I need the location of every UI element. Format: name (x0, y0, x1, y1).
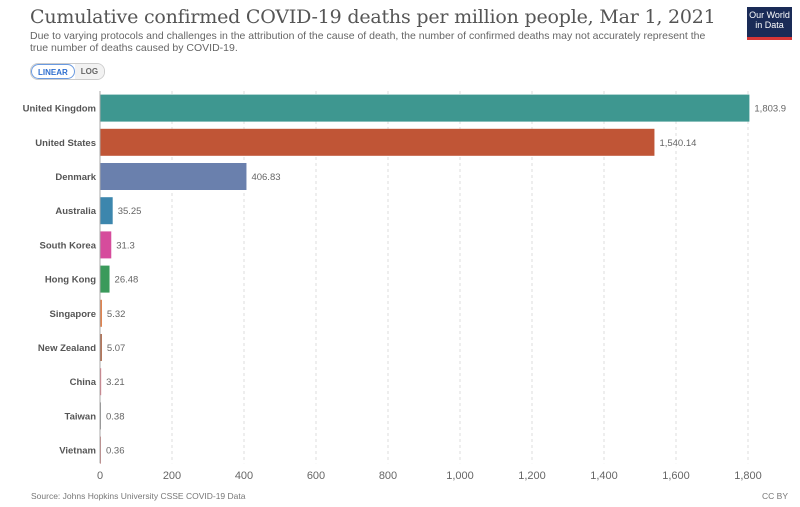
logo-line2: in Data (755, 20, 784, 30)
bar (100, 265, 110, 293)
x-tick-label: 800 (379, 470, 397, 482)
x-tick-label: 0 (97, 470, 103, 482)
x-tick-label: 400 (235, 470, 253, 482)
scale-toggle: LINEAR LOG (30, 63, 106, 80)
category-label: Hong Kong (45, 275, 96, 286)
category-label: China (70, 377, 97, 388)
chart-title: Cumulative confirmed COVID-19 deaths per… (30, 6, 716, 28)
value-label: 5.32 (107, 309, 126, 320)
bar (100, 94, 750, 122)
value-label: 0.38 (106, 411, 125, 422)
x-tick-label: 1,800 (734, 470, 762, 482)
category-label: Vietnam (59, 446, 96, 457)
value-label: 35.25 (118, 206, 142, 217)
bar (100, 163, 247, 190)
log-scale-button[interactable]: LOG (74, 64, 105, 79)
source-note[interactable]: Source: Johns Hopkins University CSSE CO… (31, 491, 246, 501)
value-label: 31.3 (116, 240, 135, 251)
category-label: United States (35, 138, 96, 149)
category-label: Australia (55, 206, 96, 217)
bar (100, 128, 655, 156)
owid-logo[interactable]: Our World in Data (747, 7, 792, 40)
value-label: 3.21 (106, 377, 125, 388)
category-label: Taiwan (65, 411, 97, 422)
value-label: 26.48 (115, 275, 139, 286)
x-tick-label: 1,000 (446, 470, 474, 482)
logo-line1: Our World (749, 10, 790, 20)
category-label: Singapore (50, 309, 96, 320)
value-label: 1,803.9 (754, 104, 786, 115)
category-label: New Zealand (38, 343, 96, 354)
bar (100, 231, 112, 259)
value-label: 0.36 (106, 446, 125, 457)
x-tick-label: 600 (307, 470, 325, 482)
bar (100, 368, 102, 396)
x-tick-label: 1,400 (590, 470, 618, 482)
category-label: South Korea (40, 240, 97, 251)
value-label: 5.07 (107, 343, 126, 354)
bar (100, 334, 102, 361)
x-tick-label: 200 (163, 470, 181, 482)
value-label: 1,540.14 (659, 138, 696, 149)
category-label: United Kingdom (23, 104, 96, 115)
category-label: Denmark (55, 172, 96, 183)
bar (100, 197, 113, 225)
chart-subtitle: Due to varying protocols and challenges … (30, 30, 706, 54)
linear-scale-button[interactable]: LINEAR (31, 64, 75, 79)
value-label: 406.83 (251, 172, 280, 183)
bar (100, 299, 102, 327)
x-tick-label: 1,600 (662, 470, 690, 482)
license-link[interactable]: CC BY (762, 491, 788, 501)
x-tick-label: 1,200 (518, 470, 546, 482)
